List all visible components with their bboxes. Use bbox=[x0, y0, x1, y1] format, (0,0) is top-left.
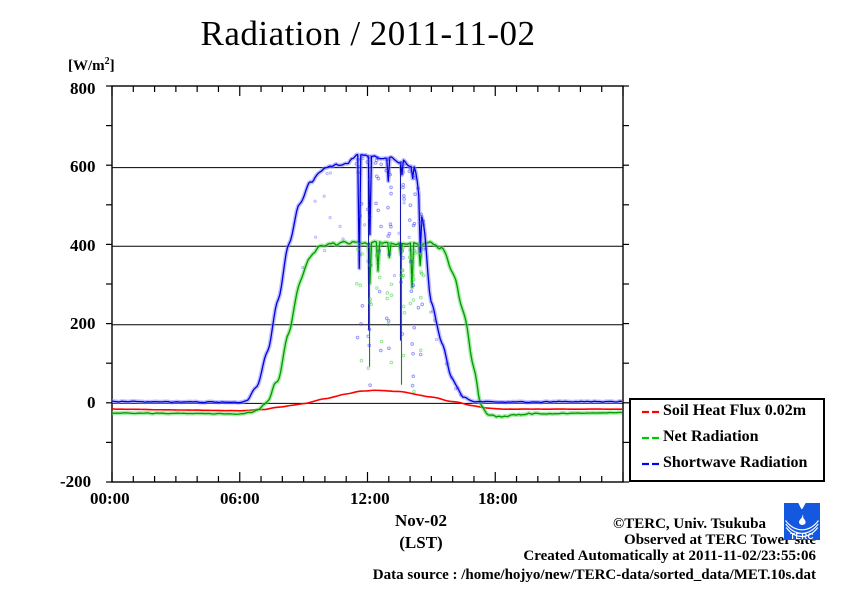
svg-text:TERC: TERC bbox=[790, 532, 814, 540]
